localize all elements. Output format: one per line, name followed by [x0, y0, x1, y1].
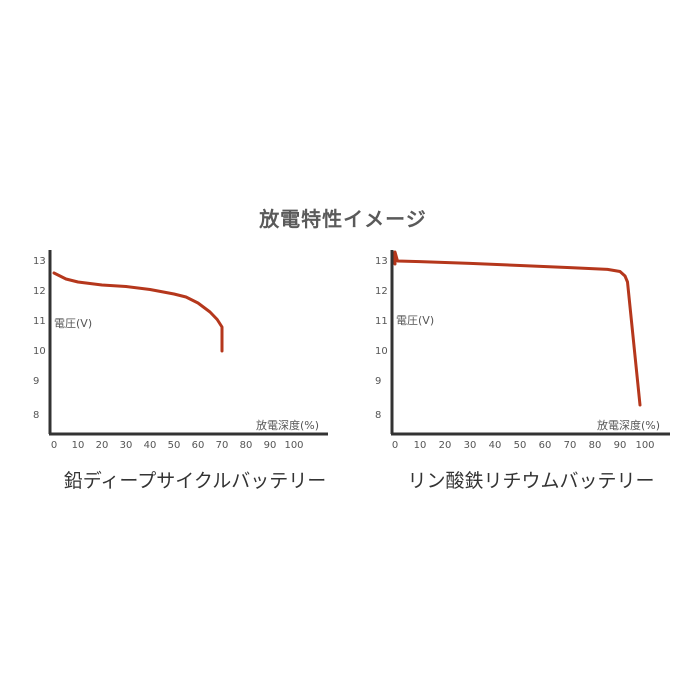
y-axis-label: 電圧(V)	[396, 314, 434, 327]
series-line	[52, 271, 224, 353]
x-tick-label: 0	[51, 440, 57, 451]
x-tick-label: 70	[216, 440, 229, 451]
x-tick-label: 20	[439, 440, 452, 451]
x-tick-label: 30	[120, 440, 133, 451]
x-axis-label: 放電深度(%)	[597, 418, 660, 432]
y-tick-label: 11	[375, 316, 388, 327]
x-axis-label: 放電深度(%)	[256, 418, 319, 432]
x-tick-label: 10	[72, 440, 85, 451]
x-tick-label: 40	[489, 440, 502, 451]
x-tick-label: 10	[414, 440, 427, 451]
x-tick-label: 50	[514, 440, 527, 451]
y-tick-label: 13	[375, 256, 388, 267]
y-tick-label: 12	[33, 286, 46, 297]
x-tick-label: 90	[614, 440, 627, 451]
y-tick-label: 9	[375, 376, 381, 387]
y-tick-label: 8	[33, 410, 39, 421]
x-tick-label: 60	[192, 440, 205, 451]
y-tick-label: 10	[33, 346, 46, 357]
x-tick-label: 70	[564, 440, 577, 451]
y-tick-label: 13	[33, 256, 46, 267]
series-line	[393, 250, 642, 407]
y-tick-label: 9	[33, 376, 39, 387]
x-tick-label: 80	[240, 440, 253, 451]
x-tick-label: 90	[264, 440, 277, 451]
x-tick-label: 100	[284, 440, 303, 451]
chart-title: 鉛ディープサイクルバッテリー	[64, 470, 327, 492]
x-tick-label: 20	[96, 440, 109, 451]
page-title: 放電特性イメージ	[259, 207, 427, 231]
x-tick-label: 60	[539, 440, 552, 451]
x-tick-label: 0	[392, 440, 398, 451]
chart-title: リン酸鉄リチウムバッテリー	[407, 470, 654, 492]
y-tick-label: 10	[375, 346, 388, 357]
y-axis-label: 電圧(V)	[54, 317, 92, 330]
x-tick-label: 100	[635, 440, 654, 451]
x-tick-label: 30	[464, 440, 477, 451]
y-tick-label: 12	[375, 286, 388, 297]
x-tick-label: 50	[168, 440, 181, 451]
y-tick-label: 11	[33, 316, 46, 327]
y-tick-label: 8	[375, 410, 381, 421]
x-tick-label: 40	[144, 440, 157, 451]
x-tick-label: 80	[589, 440, 602, 451]
